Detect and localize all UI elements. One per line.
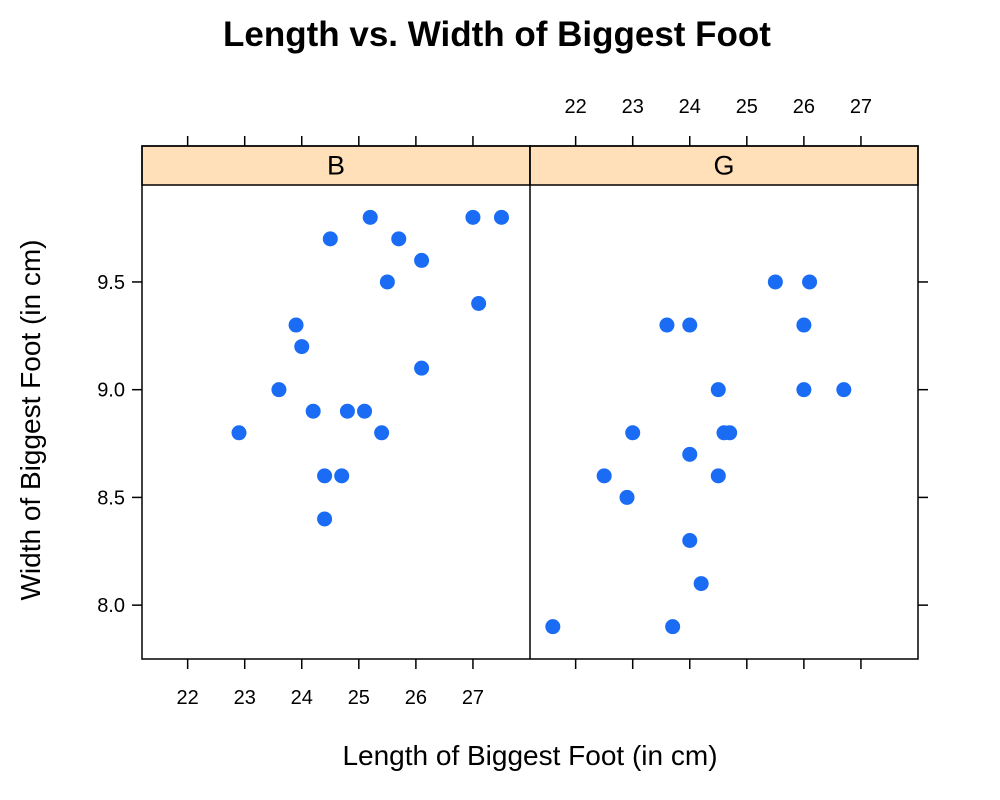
- data-point: [391, 231, 407, 247]
- data-point: [619, 489, 635, 505]
- plot-area: B G 22 22 23 23 24 24 25 25 26 26 27 27 8.0 8.5 9.0 9.5: [97, 96, 928, 709]
- data-point: [414, 252, 430, 268]
- data-point: [682, 317, 698, 333]
- x-tick-label: 24: [291, 687, 313, 709]
- data-point: [379, 274, 395, 290]
- data-point: [710, 382, 726, 398]
- x-tick-label: 25: [348, 687, 370, 709]
- x-axis-label: Length of Biggest Foot (in cm): [342, 740, 717, 771]
- data-point: [682, 533, 698, 548]
- data-point: [836, 382, 852, 398]
- x-tick-label: 26: [405, 687, 427, 709]
- data-point: [317, 468, 333, 484]
- data-point: [294, 339, 310, 355]
- x-tick-label: 22: [177, 687, 199, 709]
- x-tick-label: 22: [565, 96, 587, 118]
- data-point: [334, 468, 350, 484]
- data-point: [374, 425, 390, 441]
- x-tick-label: 24: [679, 96, 701, 118]
- y-tick-label: 8.5: [97, 487, 125, 509]
- data-point: [288, 317, 304, 333]
- panel-strip-label: G: [713, 151, 734, 181]
- x-tick-label: 26: [793, 96, 815, 118]
- data-point: [625, 425, 641, 441]
- x-tick-label: 27: [462, 687, 484, 709]
- data-point: [693, 576, 709, 592]
- data-point: [596, 468, 612, 484]
- y-axis-label: Width of Biggest Foot (in cm): [15, 239, 46, 600]
- panel-strip: [529, 145, 919, 186]
- data-point: [802, 274, 818, 290]
- data-point: [305, 403, 321, 419]
- panel-strip-label: B: [327, 151, 345, 181]
- data-point: [682, 446, 698, 462]
- x-tick-label: 23: [234, 687, 256, 709]
- data-point: [357, 403, 373, 419]
- data-point: [414, 360, 430, 376]
- data-point: [659, 317, 675, 333]
- data-point: [493, 209, 509, 225]
- x-tick-label: 27: [850, 96, 872, 118]
- data-point: [362, 209, 378, 225]
- data-point: [339, 403, 355, 419]
- y-tick-label: 8.0: [97, 595, 125, 617]
- data-point: [545, 619, 561, 635]
- x-tick-label: 25: [736, 96, 758, 118]
- chart-title: Length vs. Width of Biggest Foot: [223, 15, 771, 54]
- panel-strip: [141, 145, 531, 186]
- data-point: [665, 619, 681, 635]
- data-point: [710, 468, 726, 484]
- data-point: [317, 511, 333, 527]
- y-tick-label: 9.5: [97, 272, 125, 294]
- data-point: [322, 231, 338, 247]
- data-point: [471, 296, 487, 311]
- data-point: [465, 209, 481, 225]
- panel-background: [530, 185, 918, 659]
- data-point: [231, 425, 247, 441]
- y-tick-label: 9.0: [97, 380, 125, 402]
- data-point: [796, 382, 812, 398]
- panel-background: [142, 185, 530, 659]
- x-tick-label: 23: [622, 96, 644, 118]
- data-point: [767, 274, 783, 290]
- data-point: [796, 317, 812, 333]
- data-point: [722, 425, 738, 441]
- data-point: [271, 382, 287, 398]
